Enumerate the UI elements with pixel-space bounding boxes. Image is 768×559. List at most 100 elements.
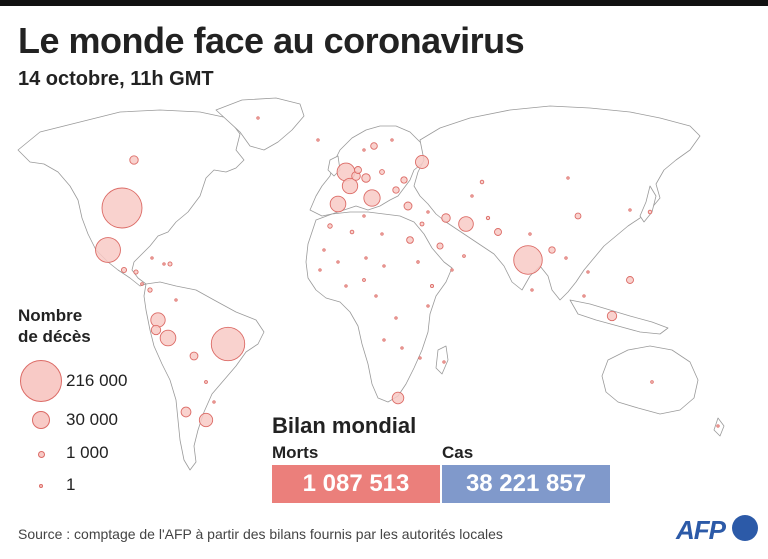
death-bubble [336,260,340,264]
cases-label: Cas [442,443,474,462]
death-bubble [101,187,143,229]
death-bubble [416,260,420,264]
death-bubble [364,256,368,260]
death-bubble [318,268,322,272]
death-bubble [140,282,144,286]
death-bubble [361,173,371,183]
legend-circle-large [20,360,62,402]
death-bubble [327,223,333,229]
page-subtitle: 14 octobre, 11h GMT [18,68,214,90]
legend-circle-medium [32,411,50,429]
asia-land [413,105,701,301]
death-bubble [189,351,199,361]
death-bubble [442,360,446,364]
death-bubble [354,166,362,174]
death-bubble [95,237,121,263]
death-bubble [586,270,590,274]
death-bubble [362,214,366,218]
japan-land [639,185,657,223]
death-bubble [528,232,532,236]
legend-label-large: 216 000 [66,371,128,390]
death-bubble [204,380,208,384]
death-bubble [574,212,582,220]
afp-logo: AFP [676,513,760,545]
death-bubble [628,208,632,212]
death-bubble [548,246,556,254]
summary-title: Bilan mondial [272,413,417,438]
legend-label-medium: 30 000 [66,410,118,429]
legend-circle-tiny [39,484,43,488]
death-bubble [349,229,355,235]
death-bubble [362,278,366,282]
legend-circle-small [38,451,45,458]
death-bubble [362,148,366,152]
legend-title-line1: Nombre [18,306,83,325]
death-bubble [430,284,435,289]
death-bubble [159,329,177,347]
death-bubble [322,248,326,252]
death-bubble [150,312,166,328]
death-bubble [370,142,378,150]
death-bubble [450,268,454,272]
afp-logo-text: AFP [676,515,726,545]
death-bubble [380,232,384,236]
legend-title: Nombre de décès [18,305,138,347]
death-bubble [150,324,162,336]
death-bubble [513,245,543,275]
death-bubble [129,155,139,165]
death-bubble [415,155,429,169]
madagascar-land [435,345,449,375]
legend-item-medium: 30 000 [18,403,158,443]
death-bubble [606,310,618,322]
afp-logo-dot [732,515,758,541]
greenland-land [215,97,305,151]
death-bubble [212,400,216,404]
death-bubble [419,221,425,227]
death-bubble [462,254,466,258]
death-bubble [716,424,720,428]
south-america-land [143,281,265,471]
death-bubble [418,356,422,360]
legend-item-small: 1 000 [18,443,158,483]
legend-item-large: 216 000 [18,357,158,402]
death-bubble [210,326,246,362]
death-bubble [647,209,653,215]
world-summary: Bilan mondial Morts Cas 1 087 513 38 221… [272,413,610,503]
death-bubble [530,288,534,292]
death-bubble [458,216,474,232]
top-rule [0,0,768,6]
deaths-label: Morts [272,443,319,462]
page-title: Le monde face au coronavirus [18,20,525,61]
africa-land [305,211,453,403]
death-bubble [582,294,586,298]
death-bubble [436,242,444,250]
legend-item-tiny: 1 [18,475,158,515]
death-bubble [406,236,414,244]
death-bubble [147,287,153,293]
death-bubble [256,116,260,120]
death-bubble [198,412,214,428]
death-bubble [382,338,386,342]
death-bubble [341,177,359,195]
death-bubble [470,194,474,198]
death-bubble [403,201,413,211]
legend-label-tiny: 1 [66,475,76,494]
death-bubble [494,228,502,236]
death-bubble [363,189,381,207]
death-bubble [374,294,378,298]
death-bubble [485,215,491,221]
death-bubble [120,267,127,274]
death-bubble [650,380,654,384]
death-bubble [394,316,398,320]
death-bubble [426,304,430,308]
death-bubble [564,256,568,260]
death-bubbles [95,116,720,428]
indonesia-land [569,299,669,335]
legend-label-small: 1 000 [66,443,109,462]
death-bubble [379,169,385,175]
death-bubble [382,264,386,268]
australia-land [601,345,699,415]
death-bubble [426,210,430,214]
source-note: Source : comptage de l'AFP à partir des … [18,526,503,542]
